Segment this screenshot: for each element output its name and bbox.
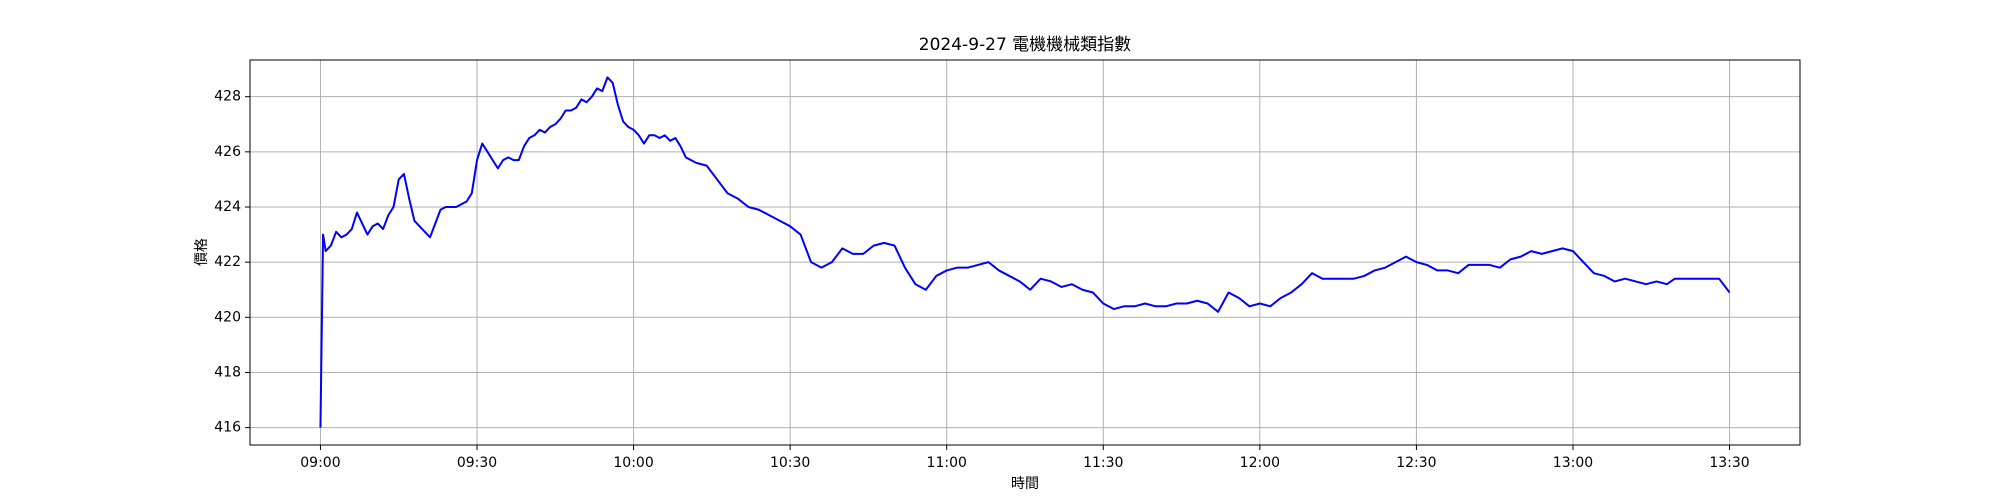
x-tick-label: 10:30: [770, 455, 810, 471]
x-tick-label: 11:30: [1083, 455, 1123, 471]
x-tick-label: 13:30: [1709, 455, 1749, 471]
y-axis-label: 價格: [193, 238, 210, 266]
y-tick-label: 422: [214, 254, 241, 270]
x-axis-label: 時間: [1011, 476, 1039, 492]
x-tick-label: 10:00: [613, 455, 653, 471]
x-tick-label: 09:30: [457, 455, 497, 471]
y-tick-label: 420: [214, 309, 241, 325]
x-tick-label: 12:00: [1240, 455, 1280, 471]
plot-frame: [249, 59, 1801, 446]
price-line: [319, 76, 1731, 428]
x-tick-label: 09:00: [300, 455, 340, 471]
y-tick-label: 426: [214, 144, 241, 160]
y-tick-label: 418: [214, 364, 241, 380]
chart-title: 2024-9-27 電機機械類指數: [919, 35, 1131, 55]
y-tick-label: 428: [214, 89, 241, 105]
y-tick-label: 416: [214, 420, 241, 436]
x-tick-label: 11:00: [927, 455, 967, 471]
y-tick-label: 424: [214, 199, 241, 215]
x-tick-label: 12:30: [1396, 455, 1436, 471]
x-tick-label: 13:00: [1553, 455, 1593, 471]
